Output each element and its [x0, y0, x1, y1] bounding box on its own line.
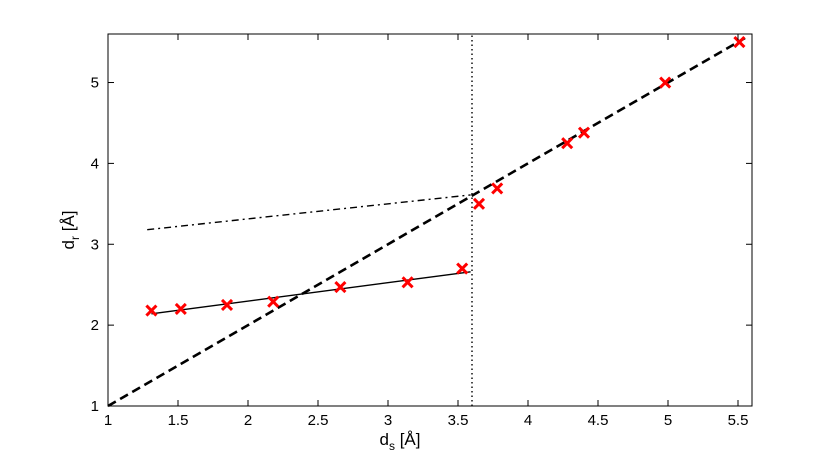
data-point-stroke	[733, 36, 746, 49]
data-point	[659, 76, 672, 89]
x-tick-label: 5.5	[728, 412, 749, 429]
data-point	[491, 182, 504, 195]
x-tick-label: 1.5	[168, 412, 189, 429]
data-point	[220, 298, 234, 311]
y-tick-label: 4	[91, 155, 99, 172]
y-axis: 1 2 3 4 5	[91, 75, 752, 415]
data-point	[561, 137, 574, 150]
y-tick-label: 1	[91, 398, 99, 415]
data-point-stroke	[334, 281, 347, 294]
y-axis-title: dr [Å]	[59, 211, 82, 250]
data-point-stroke	[401, 276, 414, 289]
data-point	[334, 281, 347, 294]
data-point	[733, 36, 746, 49]
x-tick-label: 3	[384, 412, 392, 429]
x-axis-title-unit: [Å]	[395, 430, 421, 449]
x-tick-label: 2.5	[308, 412, 329, 429]
y-axis-title-main: d	[59, 240, 78, 249]
data-point-stroke	[659, 76, 672, 89]
x-axis-title-main: d	[380, 430, 389, 449]
x-axis: 1 1.5 2 2.5 3 3.5 4 4.5 5 5.5	[104, 34, 749, 429]
y-axis-title-unit: [Å]	[59, 211, 78, 237]
x-axis-title-sub: s	[389, 439, 395, 453]
data-point-stroke	[456, 262, 469, 275]
data-markers	[145, 36, 746, 317]
data-point-stroke	[220, 298, 234, 311]
data-point	[472, 197, 486, 210]
y-tick-label: 3	[91, 236, 99, 253]
x-tick-label: 4	[524, 412, 532, 429]
data-point-stroke	[174, 302, 187, 316]
line-dashed	[107, 36, 746, 408]
data-point-stroke	[491, 182, 504, 195]
line-solid	[151, 271, 471, 315]
data-point	[456, 262, 469, 275]
y-tick-label: 2	[91, 317, 99, 334]
data-point	[577, 126, 591, 139]
plot-lines	[107, 34, 746, 408]
data-point-stroke	[267, 295, 280, 308]
data-point-stroke	[561, 137, 574, 150]
x-axis-title: ds [Å]	[380, 430, 421, 453]
plot-frame	[107, 33, 753, 407]
data-point	[174, 302, 187, 316]
data-point	[267, 295, 280, 308]
x-tick-label: 1	[104, 412, 112, 429]
x-tick-label: 3.5	[448, 412, 469, 429]
y-axis-title-sub: r	[68, 236, 82, 240]
data-point-stroke	[145, 304, 158, 317]
data-point	[145, 304, 158, 317]
x-tick-label: 4.5	[588, 412, 609, 429]
data-point-stroke	[472, 197, 486, 210]
x-tick-label: 5	[664, 412, 672, 429]
line-dashdot	[147, 194, 471, 231]
y-tick-label: 5	[91, 75, 99, 92]
data-point-stroke	[577, 126, 591, 139]
data-point	[401, 276, 414, 289]
x-tick-label: 2	[244, 412, 252, 429]
